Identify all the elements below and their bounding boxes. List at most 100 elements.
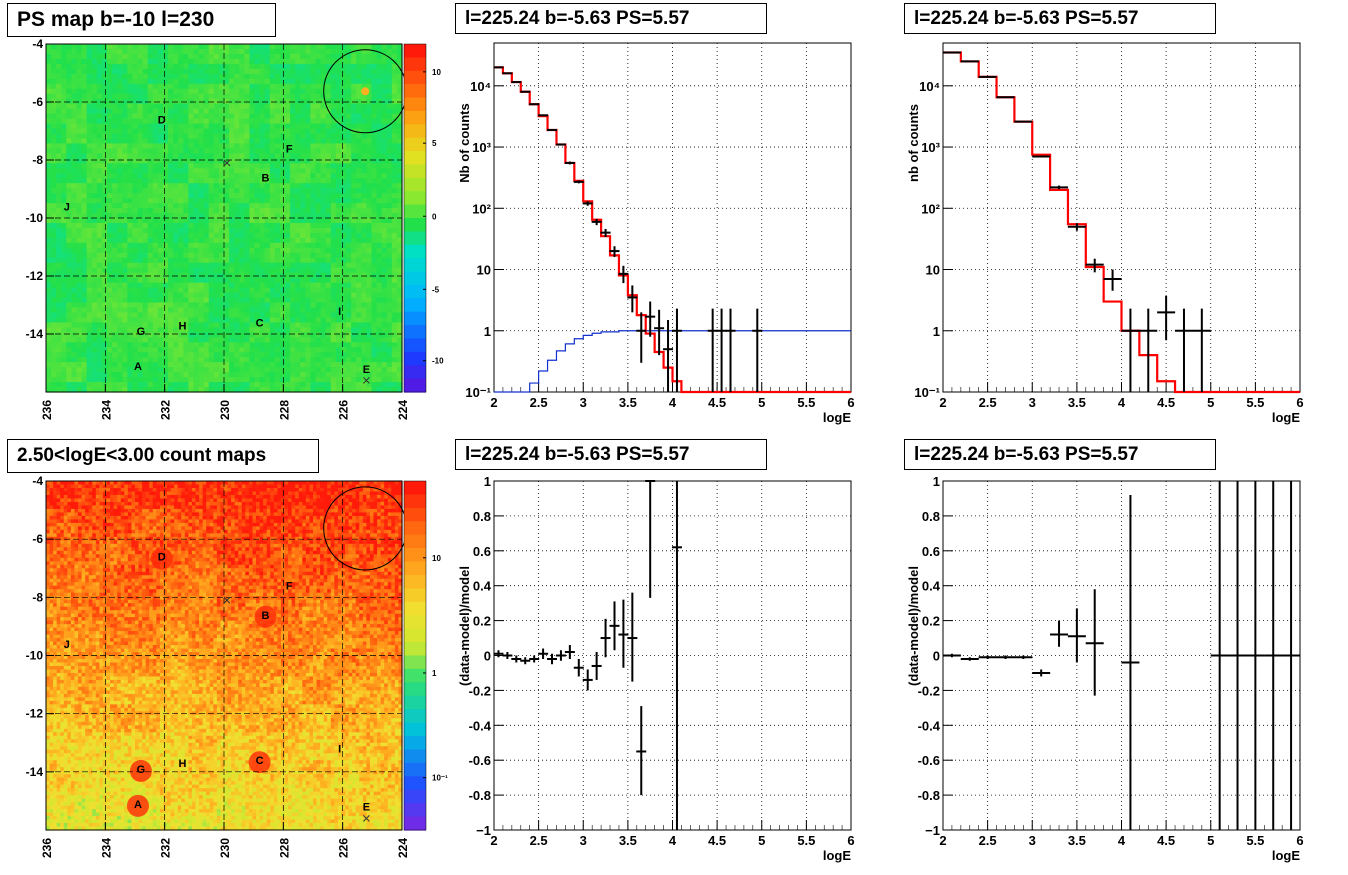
map-pixel	[396, 277, 403, 284]
map-pixel	[249, 227, 256, 234]
map-pixel	[96, 347, 103, 353]
map-pixel	[132, 158, 139, 164]
map-pixel	[76, 44, 83, 50]
map-pixel	[229, 377, 235, 383]
map-pixel	[188, 377, 195, 383]
map-pixel	[96, 193, 103, 199]
map-pixel	[152, 128, 159, 135]
map-pixel	[239, 262, 245, 269]
map-pixel	[188, 73, 195, 80]
map-pixel	[213, 257, 220, 264]
map-pixel	[371, 352, 378, 358]
map-pixel	[46, 143, 52, 149]
map-pixel	[376, 163, 383, 169]
map-pixel	[51, 332, 57, 338]
map-pixel	[249, 272, 256, 279]
map-pixel	[112, 322, 118, 328]
map-pixel	[285, 262, 291, 269]
map-pixel	[188, 213, 195, 219]
map-pixel	[224, 148, 230, 154]
map-pixel	[81, 68, 88, 75]
map-pixel	[361, 218, 367, 224]
map-pixel	[259, 367, 266, 373]
map-pixel	[274, 143, 281, 149]
map-pixel	[305, 203, 312, 209]
map-pixel	[310, 272, 317, 279]
map-pixel	[112, 237, 118, 244]
map-pixel	[147, 153, 154, 159]
map-pixel	[132, 227, 139, 234]
map-pixel	[198, 173, 205, 179]
map-pixel	[71, 322, 78, 328]
map-pixel	[112, 337, 118, 343]
map-pixel	[193, 133, 200, 140]
map-pixel	[183, 342, 189, 348]
map-pixel	[107, 88, 113, 95]
map-pixel	[264, 88, 271, 95]
map-pixel	[244, 213, 251, 219]
map-pixel	[218, 128, 225, 135]
map-pixel	[244, 133, 251, 140]
map-pixel	[51, 143, 57, 149]
map-pixel	[239, 108, 245, 115]
map-pixel	[132, 307, 139, 314]
map-pixel	[361, 44, 367, 50]
map-pixel	[157, 58, 164, 65]
map-pixel	[244, 372, 251, 378]
map-pixel	[218, 302, 225, 309]
map-pixel	[193, 118, 200, 125]
map-pixel	[218, 183, 225, 189]
map-pixel	[218, 272, 225, 279]
map-pixel	[361, 232, 367, 239]
map-pixel	[147, 163, 154, 169]
map-pixel	[391, 68, 398, 75]
map-pixel	[112, 382, 118, 388]
source-label: B	[262, 172, 270, 184]
map-pixel	[290, 183, 296, 189]
map-pixel	[279, 83, 286, 90]
map-pixel	[351, 63, 357, 70]
map-pixel	[381, 153, 388, 159]
map-pixel	[381, 83, 388, 90]
map-pixel	[254, 377, 261, 383]
map-pixel	[168, 337, 174, 343]
map-pixel	[91, 227, 98, 234]
map-pixel	[162, 232, 169, 239]
map-pixel	[81, 128, 88, 135]
map-pixel	[157, 143, 164, 149]
map-pixel	[66, 58, 73, 65]
map-pixel	[107, 297, 113, 304]
map-pixel	[101, 103, 108, 110]
map-pixel	[279, 123, 286, 130]
map-pixel	[66, 362, 73, 368]
map-pixel	[330, 208, 337, 214]
map-pixel	[351, 267, 357, 274]
map-pixel	[305, 327, 312, 333]
map-pixel	[381, 218, 388, 224]
map-pixel	[386, 63, 393, 70]
map-pixel	[234, 242, 240, 249]
map-pixel	[178, 232, 184, 239]
map-pixel	[234, 168, 240, 174]
map-pixel	[147, 83, 154, 90]
map-pixel	[91, 247, 98, 254]
map-pixel	[132, 208, 139, 214]
map-pixel	[310, 133, 317, 140]
map-pixel	[173, 227, 179, 234]
map-pixel	[340, 312, 347, 319]
map-pixel	[376, 198, 383, 204]
map-pixel	[208, 98, 215, 105]
map-pixel	[188, 227, 195, 234]
map-pixel	[254, 193, 261, 199]
map-pixel	[381, 78, 388, 85]
map-pixel	[61, 222, 67, 229]
map-pixel	[203, 158, 210, 164]
map-pixel	[152, 292, 159, 299]
map-pixel	[315, 232, 322, 239]
map-pixel	[188, 218, 195, 224]
map-pixel	[213, 193, 220, 199]
map-pixel	[162, 133, 169, 140]
map-pixel	[269, 98, 276, 105]
map-pixel	[117, 257, 123, 264]
map-pixel	[224, 78, 230, 85]
